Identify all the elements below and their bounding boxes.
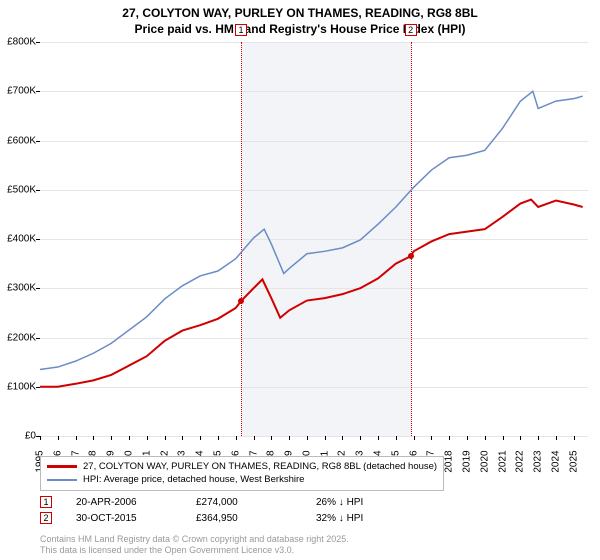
sale-dot <box>408 253 414 259</box>
title-line2: Price paid vs. HM Land Registry's House … <box>0 22 600 38</box>
y-tick-label: £500K <box>7 184 36 195</box>
x-tick-label: 2023 <box>533 450 544 472</box>
y-tick-label: £600K <box>7 135 36 146</box>
footer-line2: This data is licensed under the Open Gov… <box>40 545 349 556</box>
series-price_paid <box>40 200 583 387</box>
legend-label: HPI: Average price, detached house, West… <box>83 473 304 486</box>
line-plot <box>40 42 588 436</box>
footer-line1: Contains HM Land Registry data © Crown c… <box>40 534 349 545</box>
sale-marker-icon: 1 <box>40 496 52 508</box>
x-tick-label: 2025 <box>568 450 579 472</box>
sale-marker-icon: 2 <box>40 512 52 524</box>
series-hpi <box>40 91 583 369</box>
y-tick-label: £0 <box>25 431 36 442</box>
legend-row: 27, COLYTON WAY, PURLEY ON THAMES, READI… <box>47 460 437 473</box>
chart-area: £0£100K£200K£300K£400K£500K£600K£700K£80… <box>40 42 588 436</box>
sale-date: 20-APR-2006 <box>76 497 196 508</box>
sales-row: 1 20-APR-2006 £274,000 26% ↓ HPI <box>40 494 436 510</box>
sale-marker-box: 2 <box>405 24 417 36</box>
sale-price: £274,000 <box>196 497 316 508</box>
footer: Contains HM Land Registry data © Crown c… <box>40 534 349 556</box>
sale-price: £364,950 <box>196 513 316 524</box>
sale-dot <box>238 298 244 304</box>
x-tick-label: 2020 <box>479 450 490 472</box>
legend: 27, COLYTON WAY, PURLEY ON THAMES, READI… <box>40 456 444 491</box>
y-tick-label: £700K <box>7 86 36 97</box>
x-tick-label: 2024 <box>550 450 561 472</box>
x-tick-label: 2018 <box>444 450 455 472</box>
x-tick-label: 2019 <box>462 450 473 472</box>
sale-delta: 32% ↓ HPI <box>316 513 436 524</box>
y-tick-label: £200K <box>7 332 36 343</box>
legend-swatch <box>47 479 77 481</box>
sale-date: 30-OCT-2015 <box>76 513 196 524</box>
chart-title: 27, COLYTON WAY, PURLEY ON THAMES, READI… <box>0 0 600 37</box>
legend-row: HPI: Average price, detached house, West… <box>47 473 437 486</box>
x-tick-label: 2022 <box>515 450 526 472</box>
sales-table: 1 20-APR-2006 £274,000 26% ↓ HPI 2 30-OC… <box>40 494 436 526</box>
y-tick-label: £800K <box>7 37 36 48</box>
title-line1: 27, COLYTON WAY, PURLEY ON THAMES, READI… <box>0 6 600 22</box>
x-tick-label: 2021 <box>497 450 508 472</box>
sales-row: 2 30-OCT-2015 £364,950 32% ↓ HPI <box>40 510 436 526</box>
sale-delta: 26% ↓ HPI <box>316 497 436 508</box>
y-tick-label: £100K <box>7 381 36 392</box>
legend-label: 27, COLYTON WAY, PURLEY ON THAMES, READI… <box>83 460 437 473</box>
y-tick-label: £400K <box>7 234 36 245</box>
legend-swatch <box>47 465 77 468</box>
y-tick-label: £300K <box>7 283 36 294</box>
sale-marker-box: 1 <box>235 24 247 36</box>
